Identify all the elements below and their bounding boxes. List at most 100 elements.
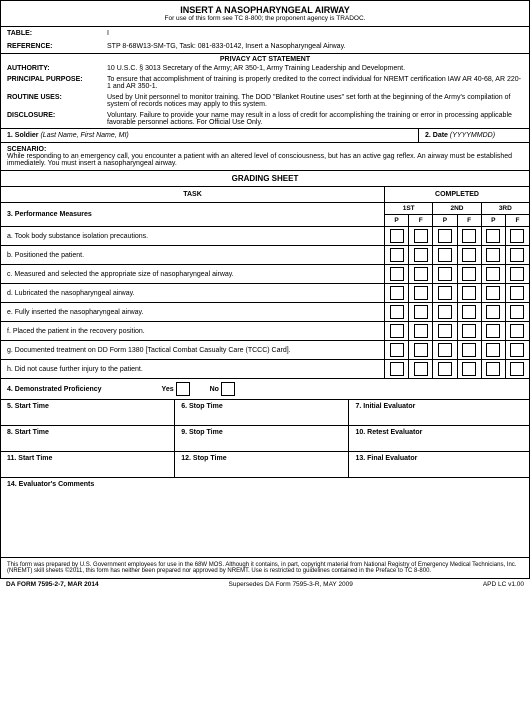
reference-value: STP 8-68W13-SM-TG, Task: 081-833-0142, I…	[101, 40, 529, 53]
checkbox[interactable]	[462, 305, 476, 319]
checkbox[interactable]	[414, 229, 428, 243]
check-cell	[385, 303, 409, 321]
checkbox[interactable]	[462, 267, 476, 281]
check-cell	[506, 303, 529, 321]
checkbox[interactable]	[510, 305, 524, 319]
date-label: 2. Date	[425, 132, 448, 139]
checkbox[interactable]	[438, 286, 452, 300]
checkbox[interactable]	[486, 305, 500, 319]
checkbox[interactable]	[414, 362, 428, 376]
checkbox[interactable]	[462, 229, 476, 243]
check-cell	[482, 322, 506, 340]
checkbox[interactable]	[510, 286, 524, 300]
check-cell	[433, 303, 457, 321]
checkbox[interactable]	[462, 248, 476, 262]
table-value: I	[101, 27, 529, 40]
attempt-3: 3RD	[482, 203, 529, 214]
checkbox[interactable]	[390, 362, 404, 376]
check-cell	[506, 246, 529, 264]
scenario-block: SCENARIO: While responding to an emergen…	[1, 143, 529, 171]
start-time-field[interactable]: 8. Start Time	[1, 426, 175, 451]
no-label: No	[210, 386, 219, 393]
stop-time-field[interactable]: 6. Stop Time	[175, 400, 349, 425]
checkbox[interactable]	[462, 362, 476, 376]
stop-time-field[interactable]: 12. Stop Time	[175, 452, 349, 477]
checkbox[interactable]	[438, 305, 452, 319]
checkbox[interactable]	[486, 286, 500, 300]
comments-block[interactable]: 14. Evaluator's Comments	[1, 478, 529, 558]
checkbox[interactable]	[414, 305, 428, 319]
soldier-field[interactable]: 1. Soldier (Last Name, First Name, MI)	[1, 129, 419, 142]
measure-text: f. Placed the patient in the recovery po…	[1, 322, 385, 340]
checkbox[interactable]	[438, 267, 452, 281]
reference-row: REFERENCE: STP 8-68W13-SM-TG, Task: 081-…	[1, 40, 529, 54]
checkbox[interactable]	[438, 343, 452, 357]
checkbox[interactable]	[510, 267, 524, 281]
checkbox[interactable]	[462, 324, 476, 338]
check-grid	[385, 360, 529, 378]
pf-2: P	[433, 215, 457, 226]
privacy-row: DISCLOSURE:Voluntary. Failure to provide…	[1, 110, 529, 128]
apd-version: APD LC v1.00	[483, 581, 524, 588]
check-cell	[409, 227, 433, 245]
checkbox[interactable]	[414, 286, 428, 300]
checkbox[interactable]	[414, 267, 428, 281]
checkbox[interactable]	[486, 267, 500, 281]
privacy-row: AUTHORITY:10 U.S.C. § 3013 Secretary of …	[1, 63, 529, 74]
form-number: DA FORM 7595-2-7, MAR 2014	[6, 581, 99, 588]
checkbox[interactable]	[390, 267, 404, 281]
checkbox[interactable]	[438, 362, 452, 376]
checkbox[interactable]	[390, 229, 404, 243]
checkbox[interactable]	[438, 229, 452, 243]
no-checkbox[interactable]	[221, 382, 235, 396]
comments-label: 14. Evaluator's Comments	[7, 481, 94, 488]
time-row: 5. Start Time6. Stop Time7. Initial Eval…	[1, 400, 529, 426]
checkbox[interactable]	[462, 286, 476, 300]
checkbox[interactable]	[390, 305, 404, 319]
check-cell	[409, 341, 433, 359]
evaluator-field[interactable]: 7. Initial Evaluator	[349, 400, 529, 425]
privacy-row-value: 10 U.S.C. § 3013 Secretary of the Army; …	[107, 65, 523, 72]
date-field[interactable]: 2. Date (YYYYMMDD)	[419, 129, 529, 142]
stop-time-field[interactable]: 9. Stop Time	[175, 426, 349, 451]
checkbox[interactable]	[390, 343, 404, 357]
checkbox[interactable]	[414, 248, 428, 262]
check-cell	[458, 227, 482, 245]
measure-row: b. Positioned the patient.	[1, 246, 529, 265]
measure-row: f. Placed the patient in the recovery po…	[1, 322, 529, 341]
check-cell	[409, 322, 433, 340]
evaluator-field[interactable]: 10. Retest Evaluator	[349, 426, 529, 451]
checkbox[interactable]	[390, 248, 404, 262]
check-cell	[482, 341, 506, 359]
checkbox[interactable]	[438, 248, 452, 262]
checkbox[interactable]	[510, 324, 524, 338]
checkbox[interactable]	[486, 324, 500, 338]
checkbox[interactable]	[390, 324, 404, 338]
checkbox[interactable]	[486, 248, 500, 262]
checkbox[interactable]	[438, 324, 452, 338]
checkbox[interactable]	[510, 229, 524, 243]
check-cell	[506, 341, 529, 359]
checkbox[interactable]	[486, 229, 500, 243]
checkbox[interactable]	[414, 343, 428, 357]
date-hint: (YYYYMMDD)	[450, 132, 495, 139]
checkbox[interactable]	[462, 343, 476, 357]
bottom-line: DA FORM 7595-2-7, MAR 2014 Supersedes DA…	[0, 579, 530, 590]
check-cell	[482, 284, 506, 302]
measure-text: a. Took body substance isolation precaut…	[1, 227, 385, 245]
evaluator-field[interactable]: 13. Final Evaluator	[349, 452, 529, 477]
start-time-field[interactable]: 5. Start Time	[1, 400, 175, 425]
checkbox[interactable]	[510, 362, 524, 376]
checkbox[interactable]	[486, 343, 500, 357]
attempts-header: 1ST 2ND 3RD	[385, 203, 529, 215]
checkbox[interactable]	[510, 343, 524, 357]
check-cell	[482, 303, 506, 321]
checkbox[interactable]	[414, 324, 428, 338]
checkbox[interactable]	[510, 248, 524, 262]
start-time-field[interactable]: 11. Start Time	[1, 452, 175, 477]
checkbox[interactable]	[486, 362, 500, 376]
checkbox[interactable]	[390, 286, 404, 300]
check-cell	[385, 284, 409, 302]
privacy-heading: PRIVACY ACT STATEMENT	[1, 54, 529, 63]
yes-checkbox[interactable]	[176, 382, 190, 396]
